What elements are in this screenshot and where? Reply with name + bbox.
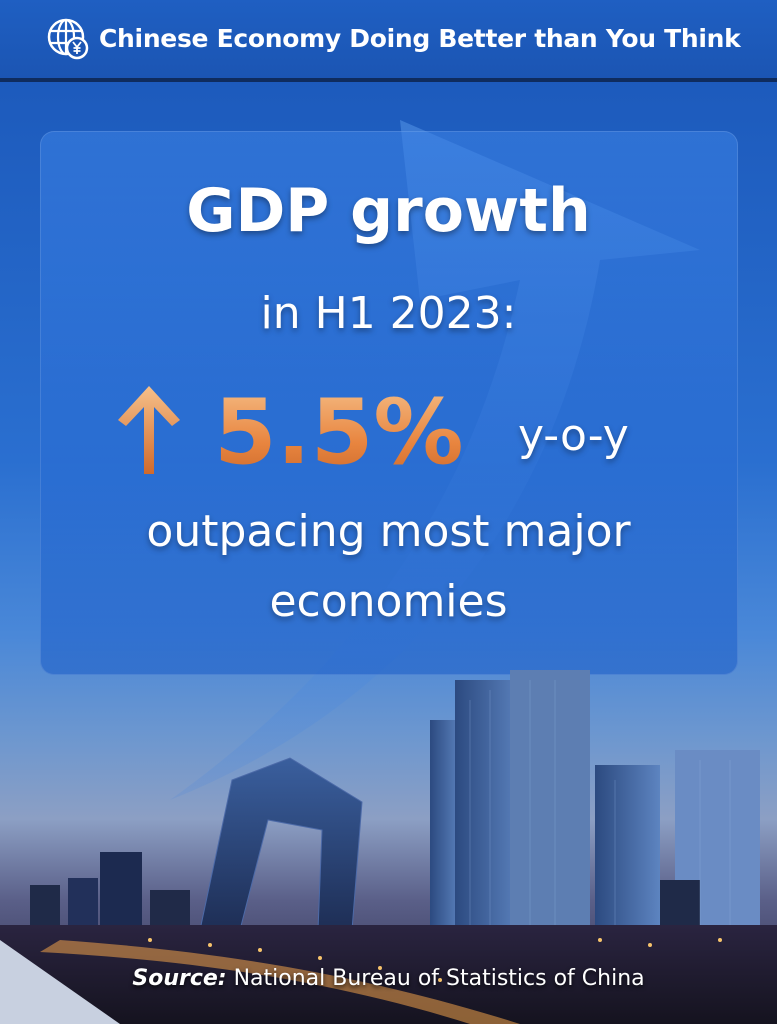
source-credit: Source: National Bureau of Statistics of… bbox=[0, 966, 777, 991]
headline-line-gdp-growth: GDP growth bbox=[186, 176, 591, 246]
header-title: Chinese Economy Doing Better than You Th… bbox=[99, 24, 741, 53]
city-skyline-illustration bbox=[0, 670, 777, 1024]
source-text: National Bureau of Statistics of China bbox=[226, 966, 645, 991]
up-arrow-icon bbox=[118, 386, 180, 474]
growth-value: 5.5% bbox=[214, 380, 464, 485]
globe-yuan-icon bbox=[47, 18, 89, 60]
header-bar: Chinese Economy Doing Better than You Th… bbox=[0, 0, 777, 82]
headline-line-economies: economies bbox=[269, 576, 508, 627]
growth-unit: y-o-y bbox=[518, 410, 629, 461]
headline-line-outpacing: outpacing most major bbox=[146, 506, 631, 557]
headline-line-period: in H1 2023: bbox=[260, 288, 517, 339]
growth-row: 5.5% y-o-y bbox=[0, 380, 777, 485]
source-label: Source: bbox=[132, 966, 227, 991]
